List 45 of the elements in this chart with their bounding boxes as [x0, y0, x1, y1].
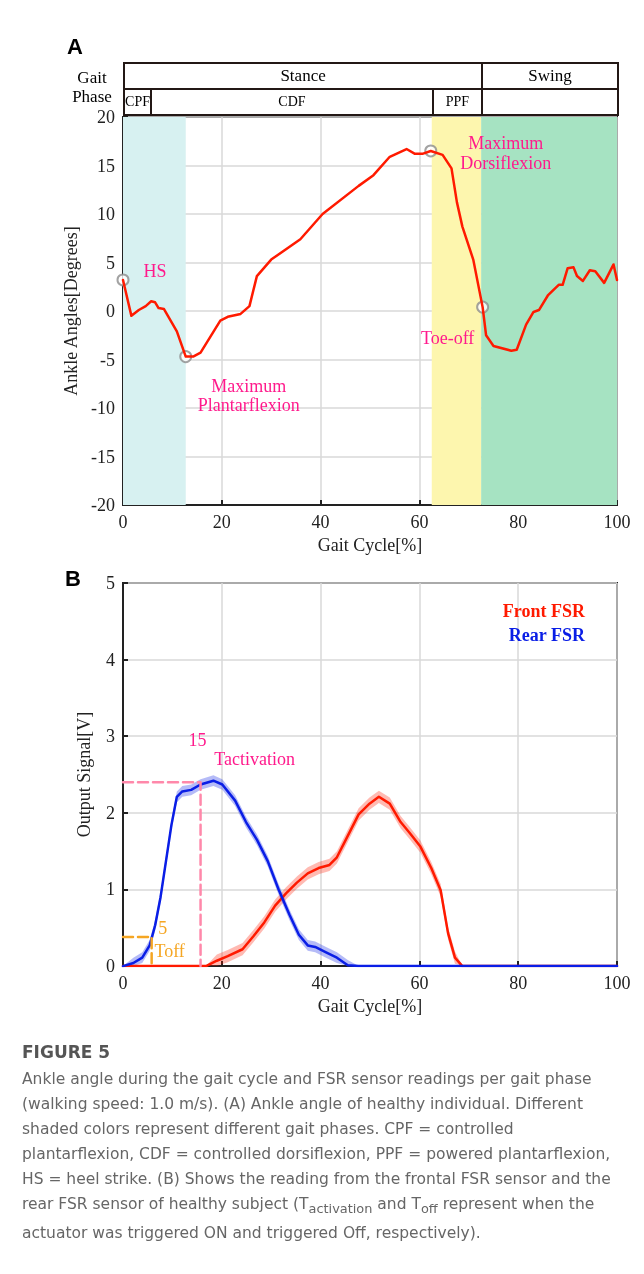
y-tick-label: 3 [106, 726, 115, 747]
y-tick-label: 20 [97, 107, 115, 127]
x-tick-label: 60 [410, 973, 429, 994]
annotation: 5 [157, 918, 169, 939]
text: Gait Phase [71, 68, 113, 107]
x-tick-label: 20 [212, 973, 231, 994]
chart-title: A [67, 33, 83, 59]
x-tick-label: 40 [311, 512, 330, 532]
annotation: Maximum Dorsiflexion [459, 133, 553, 174]
x-tick-label: 100 [603, 973, 631, 994]
annotation: Toff [154, 941, 185, 962]
x-tick-label: 80 [509, 512, 528, 532]
y-tick-label: 0 [106, 301, 115, 321]
y-tick-label: -10 [91, 398, 115, 418]
annotation: Toe-off [419, 328, 476, 350]
phase-table: Stance Swing CPF CDF PPF [123, 62, 617, 118]
x-tick-label: 80 [509, 973, 528, 994]
x-tick-label: 60 [410, 512, 429, 532]
caption: FIGURE 5 [22, 1041, 112, 1064]
y-axis-title: Ankle Angles[Degrees] [61, 226, 82, 396]
x-tick-label: 100 [603, 512, 631, 532]
y-tick-label: 2 [106, 802, 115, 823]
chart-title: B [65, 565, 81, 591]
y-tick-label: 5 [106, 573, 115, 593]
y-tick-label: 0 [106, 956, 115, 977]
y-tick-label: 4 [106, 649, 115, 670]
x-tick-label: 40 [311, 973, 330, 994]
y-tick-label: 10 [97, 204, 115, 224]
y-tick-label: -20 [91, 495, 115, 515]
text: Ankle angle during the gait cycle and FSR sensor readings per gait phase (walking speed: 1.0 m/s). (A) Ankle angle of healthy individual. Different shaded colors represent different gait phases. CPF = controlled plantarflexion, CDF = controlled dorsiflexion, PPF = powered plantarflexion, HS = heel strike. (B) Shows the reading from the frontal FSR sensor and the rear FSR sensor of healthy subject (T$_{activation}$ and T$_{off}$ represent when the actuator was triggered ON and triggered Off, respectively). [22, 1070, 611, 1243]
x-tick-label: 20 [212, 512, 231, 532]
text: Rear FSR [508, 625, 586, 645]
x-axis-title: Gait Cycle[%] [317, 996, 423, 1016]
y-axis-title: Output Signal[V] [74, 711, 94, 838]
annotation: Tactivation [213, 749, 296, 771]
annotation: Maximum Plantarflexion [196, 375, 301, 417]
y-tick-label: -5 [100, 349, 115, 370]
y-tick-label: 5 [106, 252, 115, 273]
y-tick-label: -15 [91, 446, 115, 467]
text: Front FSR [502, 601, 586, 621]
x-axis-title: Gait Cycle[%] [317, 534, 423, 555]
annotation: HS [143, 261, 167, 282]
y-tick-label: 1 [106, 879, 115, 900]
annotation: 15 [187, 730, 208, 752]
y-tick-label: 15 [97, 155, 115, 176]
